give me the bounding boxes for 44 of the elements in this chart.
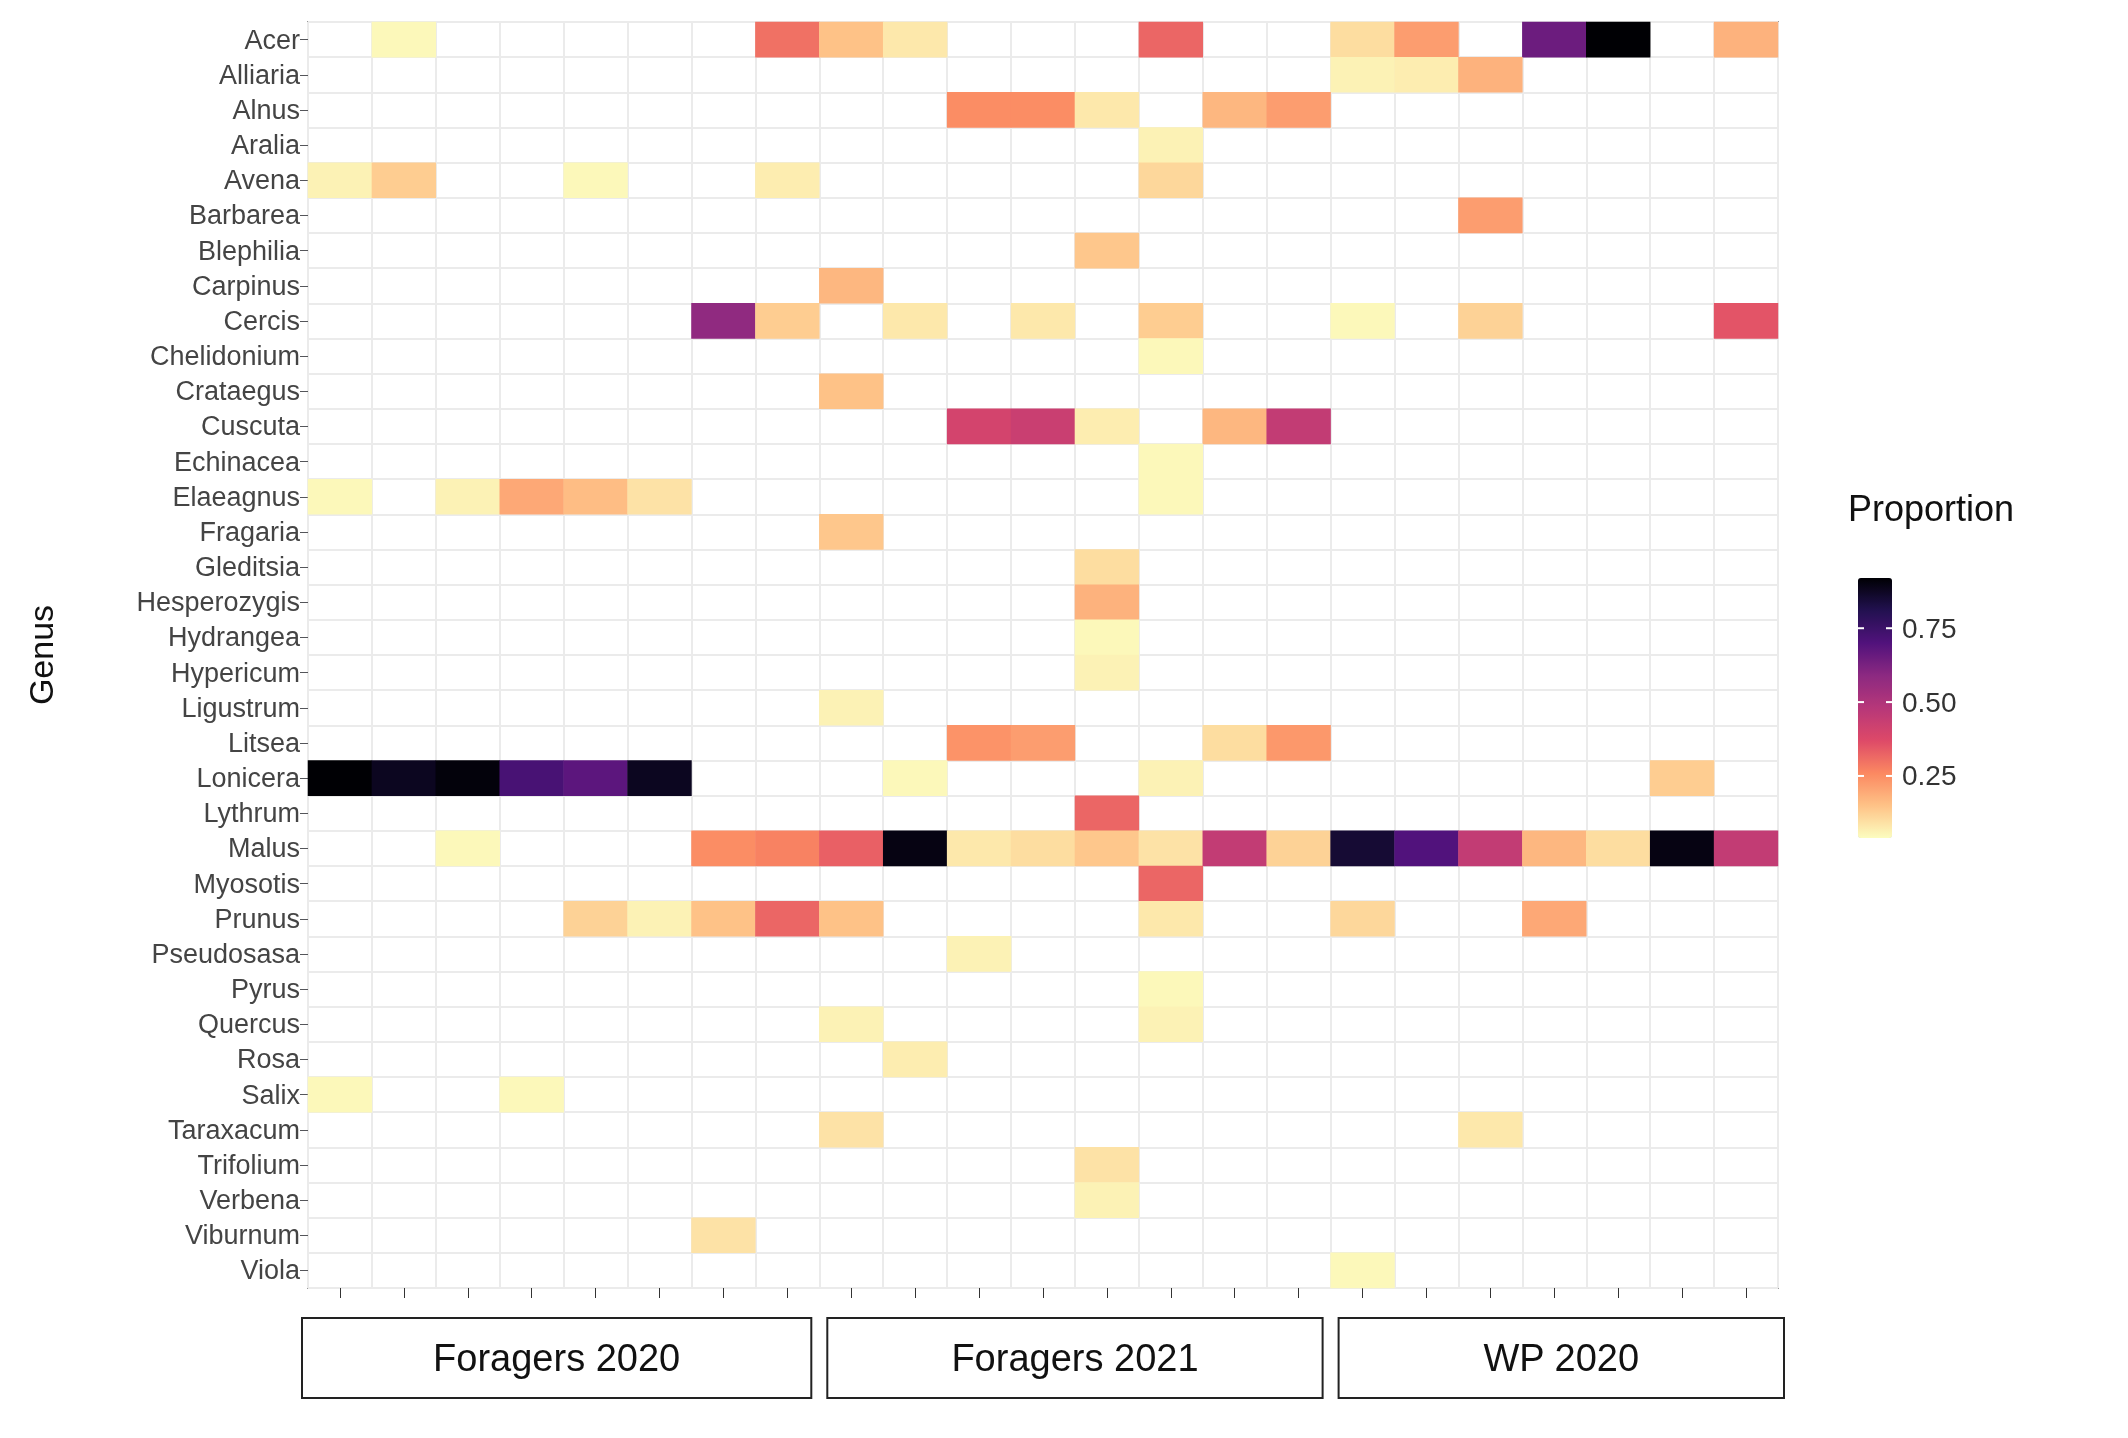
y-tick-label: Cuscuta [200, 411, 301, 442]
color-bar-title: Proportion [1848, 487, 2015, 529]
y-tick-label: Echinacea [173, 446, 301, 477]
y-tick-label: Quercus [197, 1009, 300, 1040]
y-tick-label: Hypericum [170, 657, 300, 688]
y-tick-label: Carpinus [191, 270, 300, 301]
y-tick-label: Alliaria [218, 59, 301, 90]
y-tick-label: Fragaria [199, 516, 301, 547]
y-axis-title: Genus [22, 604, 60, 706]
text: Foragers 2020 [433, 1337, 681, 1379]
y-tick-label: Trifolium [197, 1149, 300, 1180]
y-tick-label: Lonicera [196, 763, 301, 794]
y-tick-label: Hydrangea [167, 622, 301, 653]
y-tick-label: Gleditsia [194, 552, 301, 583]
y-tick-label: Ligustrum [181, 692, 300, 723]
y-tick-label: Pyrus [230, 974, 300, 1005]
color-bar-label: 0.25 [1902, 760, 1957, 792]
y-tick-label: Aralia [230, 130, 301, 161]
text: WP 2020 [1483, 1337, 1640, 1379]
y-tick-label: Elaeagnus [172, 481, 300, 512]
y-tick-label: Viola [240, 1255, 301, 1286]
y-tick-label: Taraxacum [167, 1114, 300, 1145]
y-tick-label: Crataegus [175, 376, 300, 407]
y-tick-label: Cercis [223, 305, 300, 336]
y-tick-label: Viburnum [184, 1220, 300, 1251]
y-tick-label: Hesperozygis [136, 587, 300, 618]
y-tick-label: Alnus [232, 94, 300, 125]
y-tick-label: Rosa [236, 1044, 301, 1075]
text: Foragers 2021 [951, 1337, 1199, 1379]
y-tick-label: Barbarea [188, 200, 301, 231]
y-tick-label: Salix [241, 1079, 301, 1110]
y-tick-label: Prunus [214, 903, 300, 934]
color-bar-label: 0.50 [1902, 686, 1957, 718]
y-tick-label: Lythrum [203, 798, 300, 829]
y-tick-label: Pseudosasa [151, 938, 301, 969]
y-tick-label: Chelidonium [149, 341, 300, 372]
y-tick-label: Avena [223, 165, 301, 196]
y-tick-label: Myosotis [193, 868, 300, 899]
y-tick-label: Malus [227, 833, 300, 864]
color-bar-label: 0.75 [1902, 612, 1957, 644]
y-tick-label: Blephilia [197, 235, 301, 266]
y-tick-label: Litsea [227, 727, 301, 758]
y-tick-label: Verbena [199, 1185, 301, 1216]
y-tick-label: Acer [244, 24, 300, 55]
